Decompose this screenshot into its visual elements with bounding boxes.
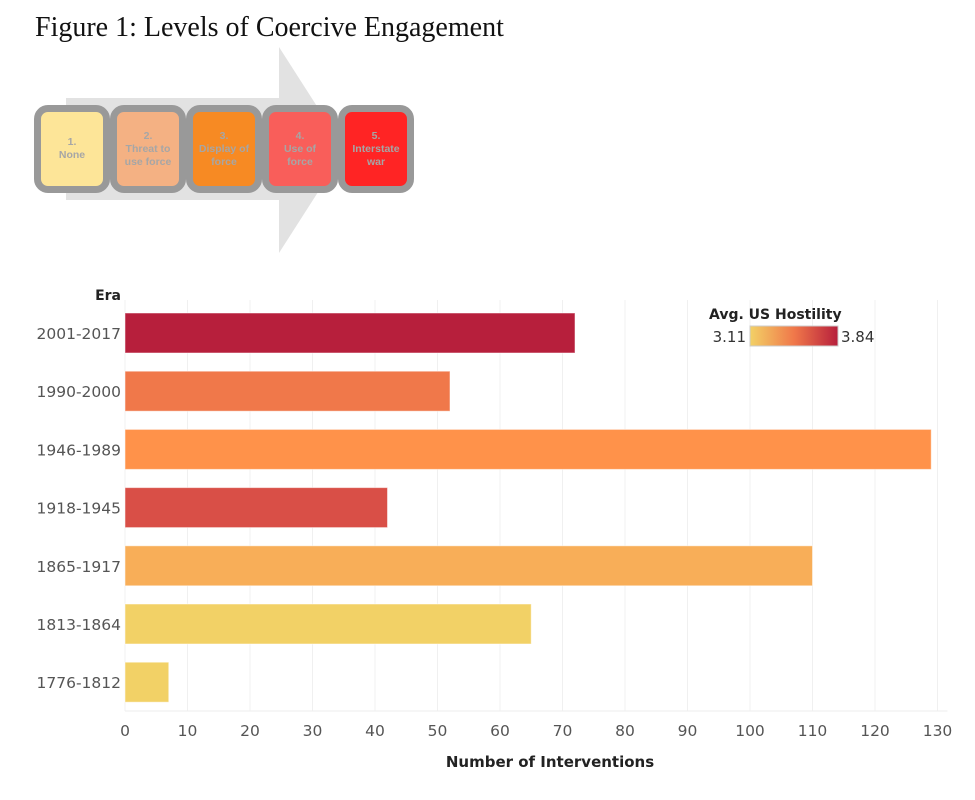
level-label: force (211, 155, 237, 168)
x-tick-label: 80 (615, 722, 635, 740)
x-tick-label: 30 (303, 722, 323, 740)
x-tick-label: 110 (798, 722, 828, 740)
level-label: None (58, 149, 86, 161)
bar-1865-1917 (124, 545, 813, 587)
level-label: Display of (198, 142, 250, 155)
figure-title: Figure 1: Levels of Coercive Engagement (35, 12, 504, 43)
category-label: 1990-2000 (37, 383, 122, 401)
level-number: 2. (143, 129, 153, 142)
legend-gradient-bar (749, 325, 839, 347)
x-tick-label: 40 (365, 722, 385, 740)
bar-1776-1812 (124, 661, 170, 703)
x-tick-label: 10 (178, 722, 198, 740)
legend-min-label: 3.11 (713, 328, 746, 346)
level-number: 3. (219, 129, 229, 142)
legend-max-label: 3.84 (841, 328, 874, 346)
bar-1918-1945 (124, 487, 388, 529)
x-tick-label: 70 (553, 722, 573, 740)
x-tick-label: 120 (860, 722, 890, 740)
level-box-4: 4. Use of force (262, 105, 338, 193)
level-box-1: 1. None (34, 105, 110, 193)
level-box-3: 3. Display of force (186, 105, 262, 193)
level-label: force (287, 155, 313, 168)
category-label: 1865-1917 (37, 558, 122, 576)
level-number: 4. (295, 129, 305, 142)
bar-1990-2000 (124, 370, 451, 412)
level-label: Use of (283, 142, 317, 155)
x-axis-title: Number of Interventions (446, 753, 654, 771)
category-label: 1918-1945 (37, 500, 122, 518)
level-label: Threat to (125, 142, 171, 155)
category-label: 1813-1864 (37, 616, 122, 634)
level-number: 5. (371, 129, 381, 142)
x-tick-label: 0 (120, 722, 130, 740)
bar-1813-1864 (124, 603, 532, 645)
x-tick-label: 50 (428, 722, 448, 740)
chart-svg: Era 2001-2017 1990-2000 1946-1989 1918-1945 1… (37, 288, 953, 771)
bar-2001-2017 (124, 312, 576, 354)
interventions-bar-chart: Era 2001-2017 1990-2000 1946-1989 1918-1945 1… (0, 270, 975, 796)
legend-title: Avg. US Hostility (709, 307, 842, 323)
bar-1946-1989 (124, 428, 932, 470)
level-label: use force (124, 155, 172, 168)
level-box-2: 2. Threat to use force (110, 105, 186, 193)
category-label: 1946-1989 (37, 441, 122, 459)
x-tick-label: 130 (923, 722, 953, 740)
level-label: Interstate (352, 142, 400, 155)
x-tick-label: 20 (240, 722, 260, 740)
y-axis-title: Era (95, 288, 121, 304)
level-number: 1. (67, 136, 77, 148)
coercion-levels-diagram: 1. None 2. Threat to use force 3. Display of fo… (0, 0, 450, 270)
x-tick-label: 100 (735, 722, 765, 740)
level-box-5: 5. Interstate war (338, 105, 414, 193)
category-label: 2001-2017 (37, 325, 122, 343)
category-label: 1776-1812 (37, 674, 122, 692)
x-tick-label: 60 (490, 722, 510, 740)
level-label: war (366, 155, 386, 168)
x-tick-label: 90 (678, 722, 698, 740)
